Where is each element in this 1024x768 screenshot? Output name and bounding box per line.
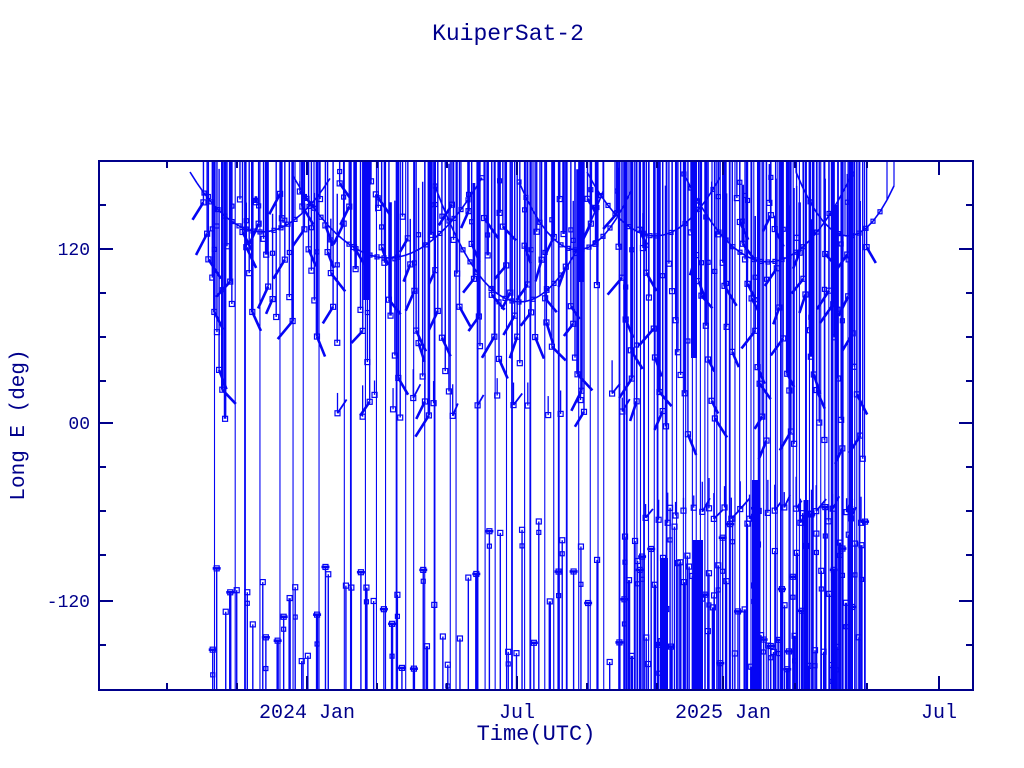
x-tick-label: Jul — [921, 702, 957, 725]
data-series — [189, 161, 895, 690]
x-axis-label: Time(UTC) — [477, 722, 596, 747]
x-tick-label: Jul — [499, 702, 535, 725]
x-tick-label: 2024 Jan — [259, 702, 355, 725]
y-tick-label: -120 — [47, 593, 90, 613]
y-tick-label: 120 — [58, 241, 90, 261]
x-tick-label: 2025 Jan — [675, 702, 771, 725]
chart-title: KuiperSat-2 — [432, 21, 584, 47]
y-tick-label: 00 — [68, 415, 90, 435]
axes — [98, 160, 974, 691]
tick-labels: 2024 Jan Jul 2025 Jan Jul 120 00 -120 — [47, 241, 957, 725]
y-axis-label: Long E (deg) — [8, 349, 31, 500]
